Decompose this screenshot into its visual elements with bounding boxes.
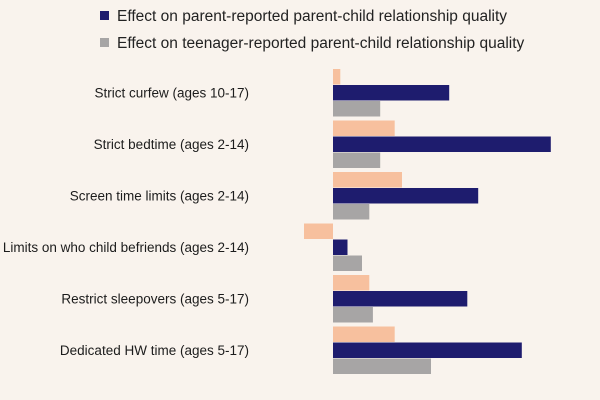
bar-teenager-3 [333,255,362,271]
bar-peach-0 [333,69,341,85]
bar-parent-1 [333,136,551,152]
legend-label-parent: Effect on parent-reported parent-child r… [117,8,507,25]
bar-parent-5 [333,342,522,358]
bar-teenager-2 [333,204,370,220]
legend-label-teenager: Effect on teenager-reported parent-child… [117,35,525,52]
category-label-5: Dedicated HW time (ages 5-17) [60,343,249,358]
category-label-1: Strict bedtime (ages 2-14) [94,137,249,152]
bars [304,69,551,374]
bar-peach-5 [333,326,395,342]
legend: Effect on parent-reported parent-child r… [100,8,525,52]
bar-teenager-0 [333,101,381,117]
legend-swatch-teenager [100,38,109,47]
category-label-2: Screen time limits (ages 2-14) [70,189,249,204]
legend-swatch-parent [100,11,109,20]
category-labels: Strict curfew (ages 10-17) Strict bedtime… [3,86,249,359]
category-label-3: Limits on who child befriends (ages 2-14… [3,240,249,255]
bar-peach-2 [333,172,402,188]
bar-teenager-4 [333,307,373,323]
bar-parent-4 [333,291,468,307]
bar-parent-3 [333,239,348,255]
category-label-4: Restrict sleepovers (ages 5-17) [61,292,249,307]
bar-parent-0 [333,85,450,101]
category-label-0: Strict curfew (ages 10-17) [94,86,249,101]
bar-parent-2 [333,188,479,204]
bar-peach-4 [333,275,370,291]
bar-teenager-5 [333,358,431,374]
bar-peach-3 [304,223,333,239]
bar-teenager-1 [333,152,381,168]
bar-peach-1 [333,120,395,136]
